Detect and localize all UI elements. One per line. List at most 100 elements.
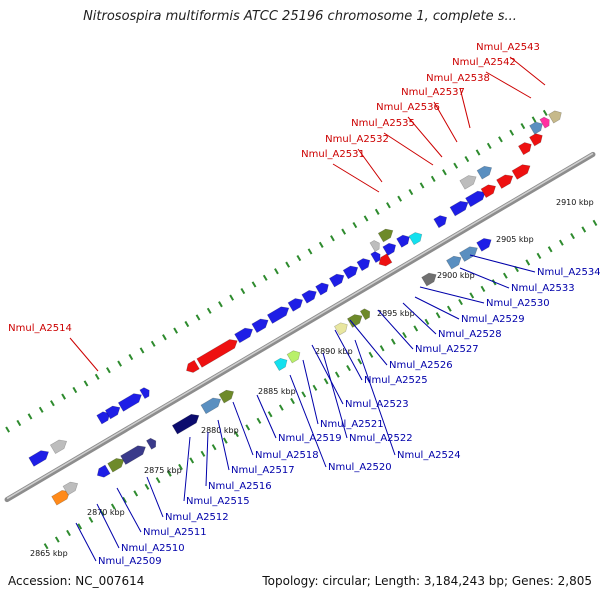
gene-arrow-forward[interactable] (382, 241, 398, 256)
gene-arrow-forward[interactable] (342, 263, 360, 280)
gene-arrow-forward[interactable] (480, 182, 498, 199)
gene-arrow-reverse[interactable] (95, 464, 111, 480)
gene-arrow-reverse[interactable] (218, 387, 236, 404)
gene-label[interactable]: Nmul_A2538 (426, 73, 490, 84)
gene-arrow-reverse[interactable] (171, 411, 201, 435)
tick-mark (139, 347, 145, 354)
gene-label[interactable]: Nmul_A2521 (320, 419, 384, 430)
gene-arrow-reverse[interactable] (51, 487, 73, 506)
gene-arrow-forward[interactable] (266, 304, 291, 324)
gene-label[interactable]: Nmul_A2529 (461, 314, 525, 325)
gene-label[interactable]: Nmul_A2519 (278, 433, 342, 444)
gene-arrow-forward[interactable] (356, 256, 372, 272)
gene-arrow-forward[interactable] (539, 115, 552, 129)
gene-label[interactable]: Nmul_A2530 (486, 298, 550, 309)
gene-arrow-forward[interactable] (184, 359, 200, 375)
gene-arrow-forward[interactable] (449, 198, 471, 217)
gene-arrow-forward[interactable] (234, 325, 256, 344)
gene-arrow-reverse[interactable] (286, 348, 302, 364)
gene-arrow-forward[interactable] (396, 233, 412, 248)
gene-label[interactable]: Nmul_A2532 (325, 134, 389, 145)
gene-label[interactable]: Nmul_A2527 (415, 344, 479, 355)
gene-arrow-forward[interactable] (96, 409, 112, 425)
gene-arrow-reverse[interactable] (459, 244, 480, 262)
tick-mark (195, 314, 201, 321)
gene-arrow-reverse[interactable] (334, 320, 349, 336)
gene-arrow-forward[interactable] (511, 162, 533, 180)
gene-arrow-reverse[interactable] (446, 253, 463, 270)
gene-label[interactable]: Nmul_A2526 (389, 360, 453, 371)
gene-arrow-forward[interactable] (28, 448, 51, 467)
gene-label[interactable]: Nmul_A2518 (255, 450, 319, 461)
gene-arrow-reverse[interactable] (107, 455, 127, 473)
gene-label[interactable]: Nmul_A2512 (165, 512, 229, 523)
gene-label[interactable]: Nmul_A2543 (476, 42, 540, 53)
gene-label[interactable]: Nmul_A2510 (121, 543, 185, 554)
tick-mark (150, 340, 156, 347)
gene-label[interactable]: Nmul_A2531 (301, 149, 365, 160)
gene-label[interactable]: Nmul_A2517 (231, 465, 295, 476)
gene-arrow-forward[interactable] (496, 172, 516, 189)
gene-arrow-forward[interactable] (196, 336, 240, 368)
gene-label[interactable]: Nmul_A2515 (186, 496, 250, 507)
gene-label[interactable]: Nmul_A2523 (345, 399, 409, 410)
gene-arrow-forward[interactable] (459, 173, 479, 190)
gene-arrow-forward[interactable] (328, 271, 346, 288)
gene-arrow-forward[interactable] (139, 386, 152, 400)
gene-arrow-reverse[interactable] (200, 395, 223, 415)
gene-arrow-forward[interactable] (529, 120, 545, 135)
gene-arrow-forward[interactable] (529, 131, 544, 147)
gene-arrow-reverse[interactable] (273, 356, 289, 371)
gene-label[interactable]: Nmul_A2536 (376, 102, 440, 113)
gene-arrow-forward[interactable] (465, 188, 488, 208)
gene-label[interactable]: Nmul_A2522 (349, 433, 413, 444)
gene-arrow-forward[interactable] (377, 226, 395, 243)
tick-mark (402, 331, 407, 339)
gene-label[interactable]: Nmul_A2525 (364, 375, 428, 386)
gene-label[interactable]: Nmul_A2516 (208, 481, 272, 492)
gene-arrow-forward[interactable] (369, 239, 382, 252)
gene-label[interactable]: Nmul_A2514 (8, 323, 72, 334)
gene-label[interactable]: Nmul_A2533 (511, 283, 575, 294)
gene-arrow-reverse[interactable] (476, 236, 494, 252)
gene-arrow-forward[interactable] (433, 213, 449, 229)
gene-arrow-reverse[interactable] (120, 443, 148, 465)
gene-arrow-forward[interactable] (301, 287, 319, 304)
gene-arrow-forward[interactable] (49, 437, 69, 455)
leader-line (357, 148, 383, 183)
gene-arrow-forward[interactable] (104, 403, 122, 420)
gene-label[interactable]: Nmul_A2524 (397, 450, 461, 461)
leader-line (116, 487, 142, 533)
gene-arrow-forward[interactable] (251, 316, 271, 334)
gene-arrow-forward[interactable] (287, 296, 305, 312)
gene-label[interactable]: Nmul_A2528 (438, 329, 502, 340)
gene-arrow-forward[interactable] (518, 140, 533, 156)
gene-arrow-forward[interactable] (548, 108, 564, 124)
gene-arrow-reverse[interactable] (359, 307, 372, 321)
gene-arrow-forward[interactable] (476, 163, 494, 180)
tick-mark (558, 239, 564, 246)
gene-arrow-forward[interactable] (117, 391, 144, 412)
gene-label[interactable]: Nmul_A2535 (351, 118, 415, 129)
tick-mark (570, 232, 575, 240)
gene-arrow-reverse[interactable] (146, 437, 158, 450)
gene-arrow-forward[interactable] (315, 280, 331, 296)
tick-mark (424, 318, 430, 325)
gene-arrow-forward[interactable] (377, 253, 393, 269)
kbp-label: 2900 kbp (437, 271, 475, 280)
tick-mark (16, 419, 22, 427)
gene-arrow-forward[interactable] (370, 250, 383, 264)
tick-mark (54, 536, 60, 543)
gene-arrow-reverse[interactable] (421, 270, 439, 287)
gene-arrow-forward[interactable] (408, 230, 424, 246)
gene-arrow-reverse[interactable] (62, 479, 80, 496)
gene-label[interactable]: Nmul_A2520 (328, 462, 392, 473)
gene-label[interactable]: Nmul_A2534 (537, 267, 600, 278)
gene-label[interactable]: Nmul_A2537 (401, 87, 465, 98)
tick-mark (581, 226, 587, 233)
gene-arrow-reverse[interactable] (346, 312, 364, 328)
gene-label[interactable]: Nmul_A2542 (452, 57, 516, 68)
gene-label[interactable]: Nmul_A2511 (143, 527, 207, 538)
gene-label[interactable]: Nmul_A2509 (98, 556, 162, 567)
